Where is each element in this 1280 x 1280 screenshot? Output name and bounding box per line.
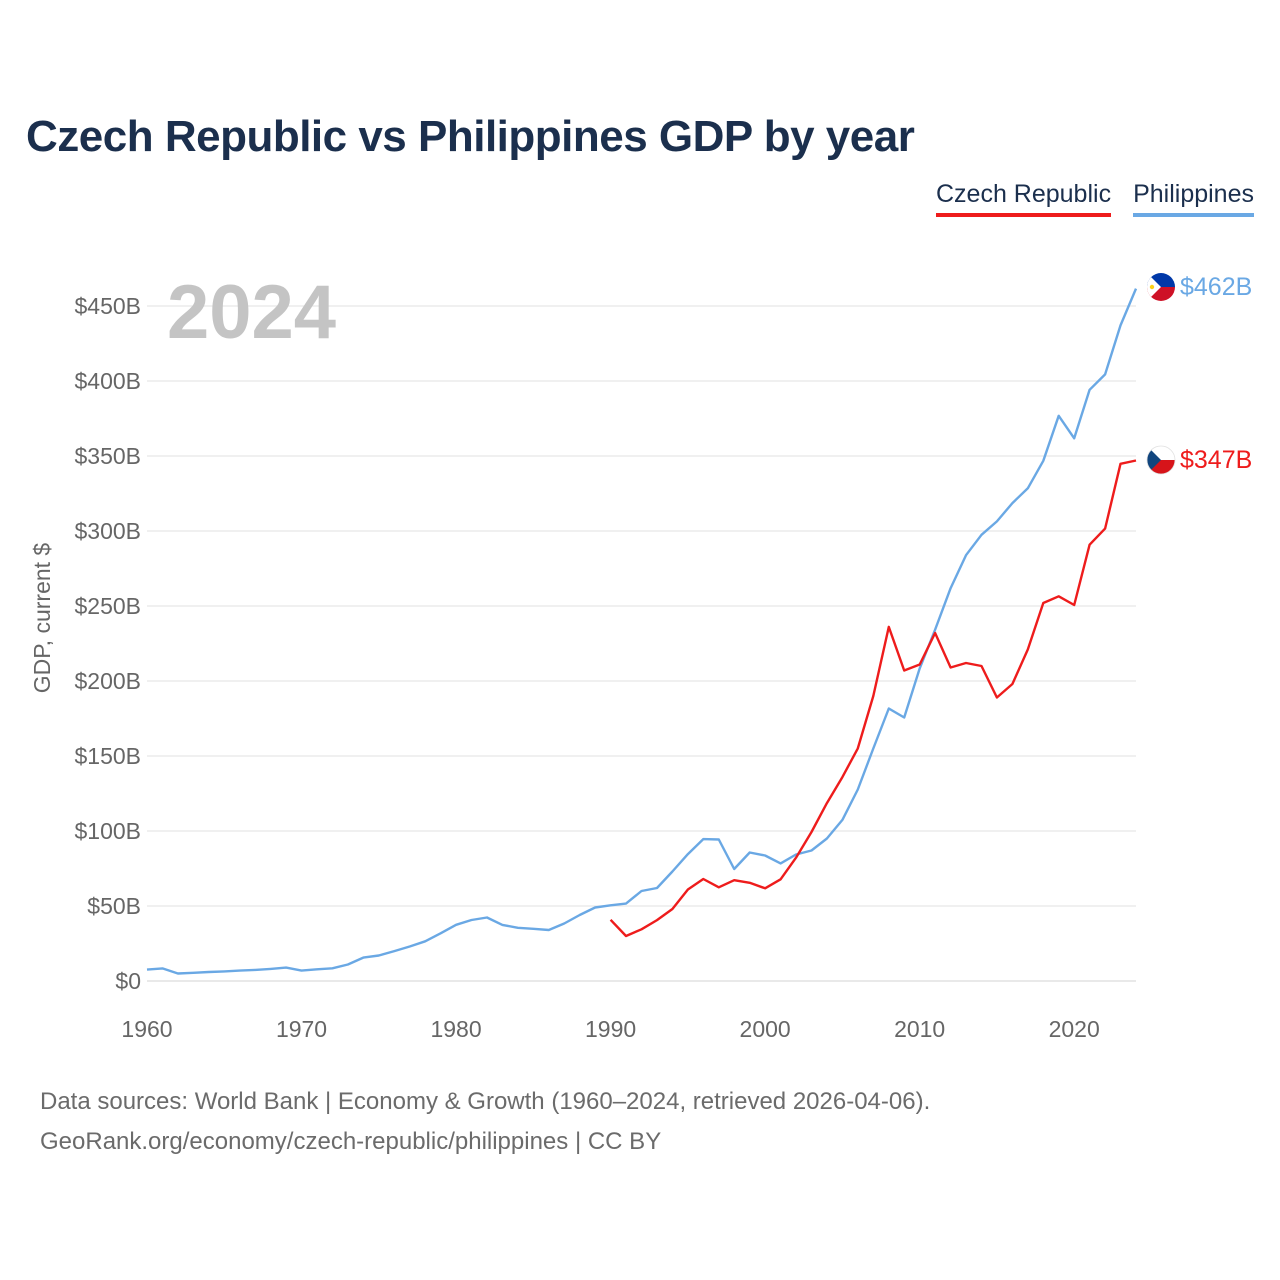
series-line-philippines[interactable] xyxy=(146,288,1138,975)
footer-sources: Data sources: World Bank | Economy & Gro… xyxy=(40,1088,931,1115)
x-tick-label: 1960 xyxy=(121,1016,172,1042)
philippines-end-value: $462B xyxy=(1180,273,1252,301)
y-tick-label: $400B xyxy=(74,368,141,394)
y-tick-label: $300B xyxy=(74,518,141,544)
x-tick-label: 2010 xyxy=(894,1016,945,1042)
y-axis-label: GDP, current $ xyxy=(29,543,55,694)
x-tick-label: 2020 xyxy=(1049,1016,1100,1042)
current-year-label: 2024 xyxy=(167,270,336,355)
y-tick-label: $200B xyxy=(74,668,141,694)
footer-url[interactable]: GeoRank.org/economy/czech-republic/phili… xyxy=(40,1128,662,1155)
x-tick-label: 1970 xyxy=(276,1016,327,1042)
y-tick-label: $150B xyxy=(74,743,141,769)
x-tick-label: 2000 xyxy=(740,1016,791,1042)
y-tick-label: $100B xyxy=(74,818,141,844)
series-line-czech[interactable] xyxy=(609,459,1137,938)
y-tick-label: $50B xyxy=(87,893,141,919)
czech-end-value: $347B xyxy=(1180,446,1252,474)
y-tick-label: $450B xyxy=(74,293,141,319)
y-tick-label: $250B xyxy=(74,593,141,619)
legend-item-czech-republic[interactable]: Czech Republic xyxy=(935,180,1112,217)
philippines-flag xyxy=(1147,273,1175,301)
legend-item-philippines[interactable]: Philippines xyxy=(1133,180,1254,217)
chart-legend: Czech Republic Philippines xyxy=(935,180,1254,217)
chart-footer: Data sources: World Bank | Economy & Gro… xyxy=(40,1082,930,1162)
y-tick-label: $350B xyxy=(74,443,141,469)
chart-title: Czech Republic vs Philippines GDP by yea… xyxy=(26,112,915,161)
x-tick-label: 1990 xyxy=(585,1016,636,1042)
gdp-line-chart: $0 $50B $100B $150B $200B $250B $300B $350B $400… xyxy=(29,270,1252,1042)
x-tick-label: 1980 xyxy=(430,1016,481,1042)
czech-flag xyxy=(1146,445,1176,475)
y-tick-label: $0 xyxy=(115,968,141,994)
